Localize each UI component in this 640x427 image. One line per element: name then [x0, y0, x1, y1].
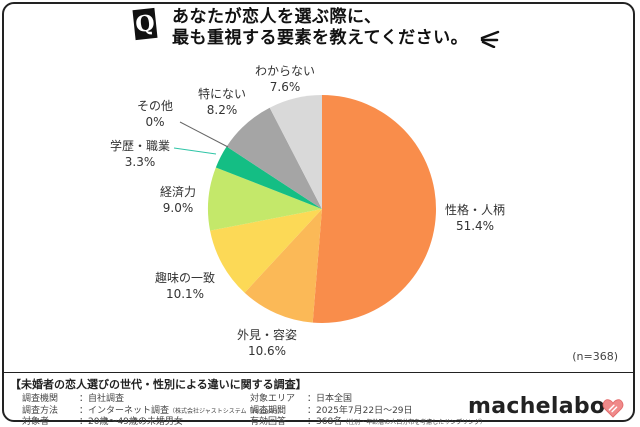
survey-value: ：インターネット調査: [79, 406, 170, 416]
pie-slice: [269, 95, 322, 209]
pie-slice: [312, 95, 436, 323]
emphasis-lines-icon: [480, 30, 500, 48]
label-value: 10.6%: [247, 344, 287, 358]
outer-frame: [2, 2, 635, 422]
label-personality: 性格・人柄 51.4%: [440, 202, 510, 234]
pie-slice: [215, 146, 322, 209]
label-appearance: 外見・容姿 10.6%: [232, 327, 302, 359]
survey-row-method: 調査方法 ：インターネット調査（株式会社ジャストシステム「Fastask」）: [22, 403, 284, 416]
survey-value: ：20歳〜49歳の未婚男女: [79, 417, 183, 427]
section-divider: [4, 372, 634, 373]
label-name: 外見・容姿: [236, 328, 297, 342]
brand-logo: machelabo: [468, 394, 606, 419]
label-value: 8.2%: [206, 103, 238, 117]
survey-key: 調査期間: [250, 406, 287, 416]
label-name: 学歴・職業: [109, 139, 170, 153]
label-hobbies: 趣味の一致 10.1%: [150, 270, 220, 302]
label-value: 3.3%: [124, 155, 156, 169]
survey-row-subjects: 対象者 ：20歳〜49歳の未婚男女: [22, 414, 183, 427]
survey-key: 有効回答: [250, 417, 287, 427]
label-name: 性格・人柄: [444, 203, 505, 217]
pie-slice: [210, 209, 322, 293]
label-finances: 経済力 9.0%: [148, 184, 208, 216]
label-value: 7.6%: [269, 80, 301, 94]
survey-key: 調査方法: [22, 406, 59, 416]
survey-row-area: 対象エリア ：日本全国: [250, 391, 352, 404]
survey-key: 調査機関: [22, 394, 59, 404]
survey-key: 対象者: [22, 417, 50, 427]
label-value: 0%: [145, 115, 165, 129]
survey-row-responses: 有効回答 ：368名（性別・年齢層の人口分布を考慮したサンプリング）: [250, 414, 486, 427]
question-title: あなたが恋人を選ぶ際に、 最も重視する要素を教えてください。: [172, 7, 468, 49]
label-name: 趣味の一致: [154, 271, 215, 285]
label-value: 51.4%: [455, 219, 495, 233]
survey-value: ：日本全国: [307, 394, 353, 404]
label-other: その他 0%: [130, 98, 180, 130]
survey-value: ：自社調査: [79, 394, 125, 404]
label-name: わからない: [254, 64, 315, 78]
survey-value: ：368名: [307, 417, 343, 427]
survey-note: （株式会社ジャストシステム「Fastask」）: [169, 408, 284, 415]
sample-size-note: (n=368): [572, 350, 618, 363]
leader-line: [173, 147, 217, 155]
pie-slice: [208, 167, 322, 231]
question-line-2: 最も重視する要素を教えてください。: [172, 28, 469, 48]
leader-line: [179, 121, 229, 148]
label-dont-know: わからない 7.6%: [250, 63, 320, 95]
label-name: 特にない: [197, 87, 246, 101]
label-education: 学歴・職業 3.3%: [100, 138, 180, 170]
label-none-in-particular: 特にない 8.2%: [192, 86, 252, 118]
label-name: 経済力: [159, 185, 196, 199]
survey-key: 対象エリア: [250, 394, 296, 404]
survey-row-agency: 調査機関 ：自社調査: [22, 391, 124, 404]
label-value: 10.1%: [165, 287, 205, 301]
survey-title: 【未婚者の恋人選びの世代・性別による違いに関する調査】: [10, 378, 307, 391]
pie-slice: [244, 209, 322, 323]
survey-row-period: 調査期間 ：2025年7月22日〜29日: [250, 403, 413, 416]
pie-slice: [226, 107, 322, 209]
heart-logo-icon: [602, 399, 624, 418]
survey-value: ：2025年7月22日〜29日: [307, 406, 413, 416]
question-line-1: あなたが恋人を選ぶ際に、: [172, 7, 382, 27]
survey-note: （性別・年齢層の人口分布を考慮したサンプリング）: [342, 419, 487, 426]
label-value: 9.0%: [162, 201, 194, 215]
label-name: その他: [136, 99, 173, 113]
